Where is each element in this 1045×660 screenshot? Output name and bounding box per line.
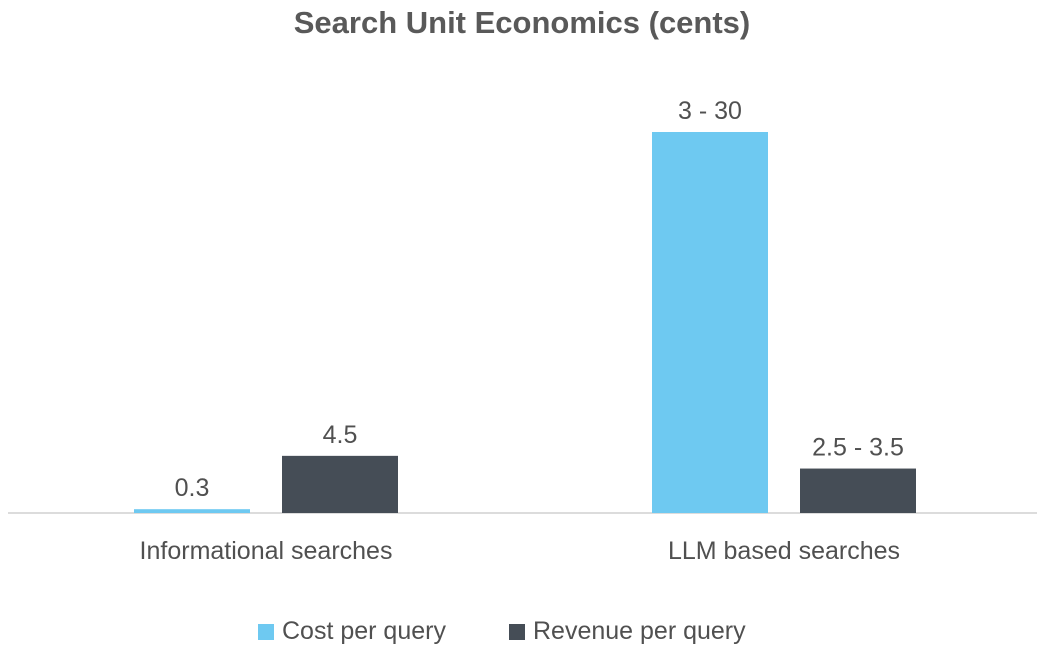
bar-revenue-per-query-llm-based-searches xyxy=(800,468,916,513)
legend-swatch-revenue-per-query xyxy=(509,624,525,640)
data-label-cost-per-query-llm-based-searches: 3 - 30 xyxy=(678,97,742,125)
data-label-cost-per-query-informational-searches: 0.3 xyxy=(175,474,210,502)
data-labels-group: 0.3 4.5 3 - 30 2.5 - 3.5 xyxy=(175,97,904,502)
chart-title: Search Unit Economics (cents) xyxy=(294,5,751,40)
category-labels-group: Informational searches LLM based searches xyxy=(140,537,901,565)
legend-label-revenue-per-query: Revenue per query xyxy=(533,617,746,645)
bar-cost-per-query-informational-searches xyxy=(134,509,250,513)
data-label-revenue-per-query-informational-searches: 4.5 xyxy=(323,421,358,449)
legend-label-cost-per-query: Cost per query xyxy=(282,617,446,645)
data-label-revenue-per-query-llm-based-searches: 2.5 - 3.5 xyxy=(812,434,904,462)
bars-group xyxy=(134,132,916,513)
bar-revenue-per-query-informational-searches xyxy=(282,455,398,513)
legend: Cost per query Revenue per query xyxy=(258,617,746,645)
legend-swatch-cost-per-query xyxy=(258,624,274,640)
bar-cost-per-query-llm-based-searches xyxy=(652,132,768,513)
category-label: LLM based searches xyxy=(668,537,900,565)
category-label: Informational searches xyxy=(140,537,393,565)
